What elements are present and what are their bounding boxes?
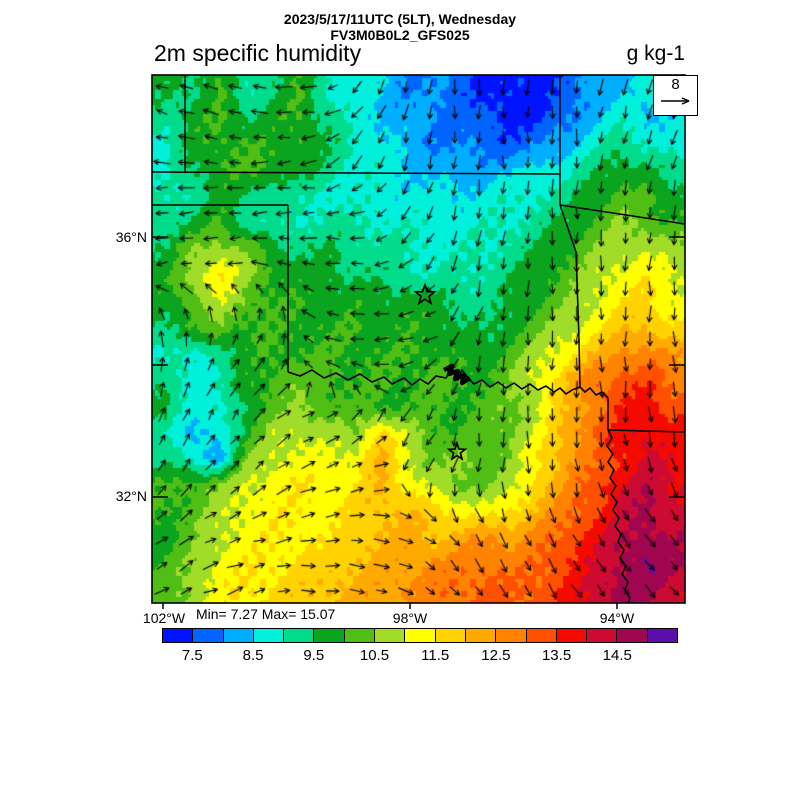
colorbar-cell bbox=[647, 628, 679, 643]
colorbar-cell bbox=[465, 628, 497, 643]
colorbar-cell bbox=[314, 628, 345, 643]
colorbar-cell bbox=[496, 628, 527, 643]
lon-axis-label: 102°W bbox=[142, 610, 186, 626]
reference-vector-value: 8 bbox=[671, 76, 680, 93]
colorbar-cell bbox=[617, 628, 648, 643]
colorbar-tick-label: 13.5 bbox=[541, 647, 572, 664]
colorbar-tick-label: 12.5 bbox=[481, 647, 511, 664]
reference-vector-arrow-icon bbox=[660, 97, 689, 105]
colorbar-cell bbox=[284, 628, 315, 643]
colorbar-tick-label: 14.5 bbox=[602, 647, 632, 664]
lon-axis-label: 98°W bbox=[392, 610, 428, 626]
header-model-run: FV3M0B0L2_GFS025 bbox=[330, 27, 470, 43]
colorbar-cell bbox=[253, 628, 285, 643]
colorbar-cell bbox=[223, 628, 254, 643]
reference-vector-box: 8 bbox=[653, 75, 698, 116]
minmax-label: Min= 7.27 Max= 15.07 bbox=[196, 606, 336, 622]
colorbar-cell bbox=[375, 628, 406, 643]
colorbar-cell bbox=[435, 628, 466, 643]
colorbar-cell bbox=[344, 628, 376, 643]
colorbar-cell bbox=[556, 628, 588, 643]
colorbar-cell bbox=[193, 628, 224, 643]
colorbar bbox=[162, 628, 679, 643]
lat-axis-label: 36°N bbox=[115, 229, 147, 245]
units-label: g kg-1 bbox=[626, 42, 685, 65]
colorbar-tick-label: 9.5 bbox=[303, 647, 325, 664]
colorbar-cell bbox=[587, 628, 618, 643]
colorbar-tick-label: 10.5 bbox=[359, 647, 390, 664]
colorbar-cell bbox=[526, 628, 557, 643]
colorbar-tick-label: 8.5 bbox=[242, 647, 264, 664]
plot-title: 2m specific humidity bbox=[154, 40, 362, 66]
header-datetime: 2023/5/17/11UTC (5LT), Wednesday bbox=[283, 11, 517, 27]
humidity-field-canvas bbox=[152, 75, 685, 603]
lat-axis-label: 32°N bbox=[115, 488, 147, 504]
colorbar-cell bbox=[162, 628, 194, 643]
colorbar-tick-label: 11.5 bbox=[421, 647, 450, 664]
lon-axis-label: 94°W bbox=[599, 610, 635, 626]
colorbar-cell bbox=[405, 628, 436, 643]
colorbar-tick-label: 7.5 bbox=[181, 647, 203, 664]
